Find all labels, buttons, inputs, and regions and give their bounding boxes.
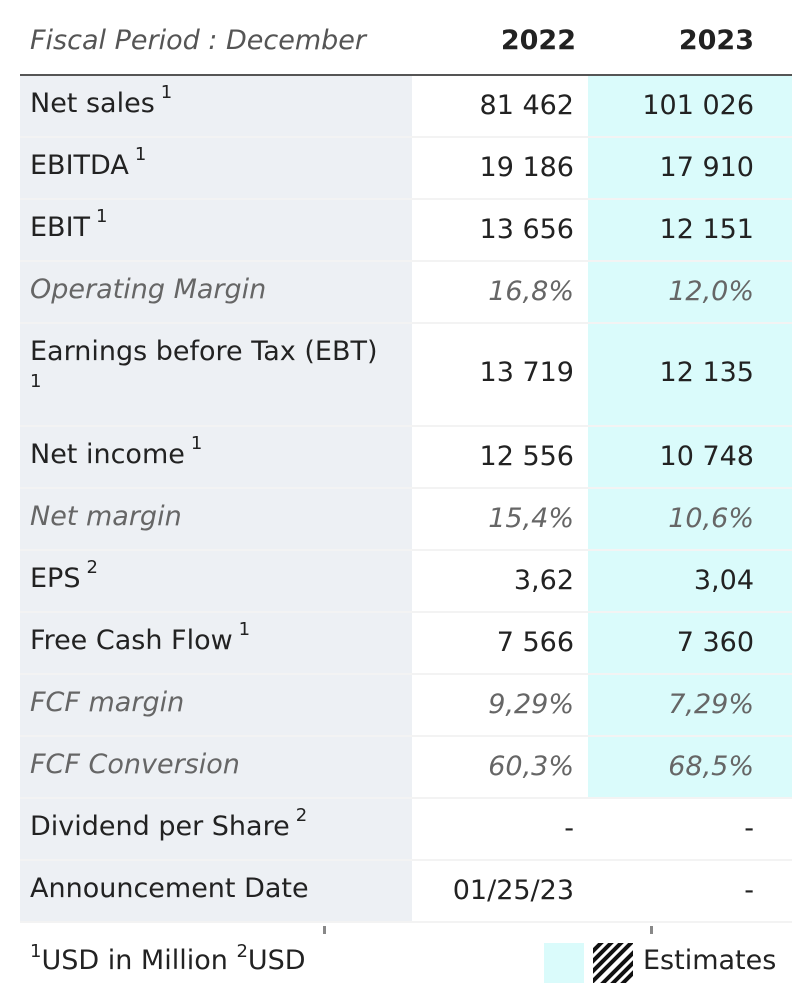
header-divider xyxy=(20,74,792,76)
value-2022: 12 556 xyxy=(479,441,574,472)
table-row-eps: EPS 2 3,62 3,04 xyxy=(20,551,792,613)
table-row-ebt: Earnings before Tax (EBT) 1 13 719 12 135 xyxy=(20,324,792,427)
fiscal-period-label: Fiscal Period : December xyxy=(30,25,366,56)
estimates-legend-label: Estimates xyxy=(643,945,777,976)
hatch-pattern-icon xyxy=(593,943,633,983)
table-row-operating-margin: Operating Margin 16,8% 12,0% xyxy=(20,262,792,324)
row-label: Free Cash Flow 1 xyxy=(30,619,251,656)
table-row-net-income: Net income 1 12 556 10 748 xyxy=(20,427,792,489)
value-2022: 81 462 xyxy=(479,90,574,121)
row-label: Earnings before Tax (EBT) 1 xyxy=(30,336,378,392)
table-footer: 1USD in Million 2USD Estimates xyxy=(0,935,810,1005)
value-2023: 68,5% xyxy=(668,751,754,782)
value-2023: 17 910 xyxy=(659,152,754,183)
value-2022: 13 719 xyxy=(479,357,574,388)
value-2023: 3,04 xyxy=(693,565,754,596)
value-2023: - xyxy=(744,813,754,844)
table-row-ebit: EBIT 1 13 656 12 151 xyxy=(20,200,792,262)
row-label: Net sales 1 xyxy=(30,82,173,119)
row-label: FCF Conversion xyxy=(30,749,240,780)
scroll-tick-left xyxy=(323,926,326,934)
value-2022: 7 566 xyxy=(496,627,574,658)
footnotes: 1USD in Million 2USD xyxy=(30,941,306,976)
table-row-dividend-per-share: Dividend per Share 2 - - xyxy=(20,799,792,861)
value-2023: - xyxy=(744,875,754,906)
value-2023: 12,0% xyxy=(668,276,754,307)
column-header-2022: 2022 xyxy=(500,25,576,56)
value-2022: 01/25/23 xyxy=(452,875,574,906)
value-2023: 101 026 xyxy=(642,90,754,121)
table-row-net-margin: Net margin 15,4% 10,6% xyxy=(20,489,792,551)
table-row-announcement-date: Announcement Date 01/25/23 - xyxy=(20,861,792,923)
scroll-tick-right xyxy=(650,926,653,934)
value-2022: 60,3% xyxy=(488,751,574,782)
value-2022: 15,4% xyxy=(488,503,574,534)
row-label: Operating Margin xyxy=(30,274,267,305)
row-label: EBITDA 1 xyxy=(30,144,147,181)
value-2022: 19 186 xyxy=(479,152,574,183)
value-2023: 7,29% xyxy=(668,689,754,720)
row-label: Net margin xyxy=(30,501,182,532)
row-label: Dividend per Share 2 xyxy=(30,805,308,842)
table-row-ebitda: EBITDA 1 19 186 17 910 xyxy=(20,138,792,200)
row-label: Net income 1 xyxy=(30,433,203,470)
column-header-2023: 2023 xyxy=(678,25,754,56)
table-row-fcf-margin: FCF margin 9,29% 7,29% xyxy=(20,675,792,737)
row-label: EPS 2 xyxy=(30,557,98,594)
value-2023: 12 135 xyxy=(659,357,754,388)
row-label: FCF margin xyxy=(30,687,185,718)
estimate-color-swatch xyxy=(544,943,584,983)
value-2022: 16,8% xyxy=(488,276,574,307)
value-2022: - xyxy=(564,813,574,844)
value-2023: 12 151 xyxy=(659,214,754,245)
value-2022: 9,29% xyxy=(488,689,574,720)
value-2022: 3,62 xyxy=(513,565,574,596)
table-row-fcf-conversion: FCF Conversion 60,3% 68,5% xyxy=(20,737,792,799)
value-2023: 10 748 xyxy=(659,441,754,472)
table-header: Fiscal Period : December 2022 2023 xyxy=(0,0,810,76)
financial-table: Net sales 1 81 462 101 026 EBITDA 1 19 186… xyxy=(20,76,792,923)
table-row-free-cash-flow: Free Cash Flow 1 7 566 7 360 xyxy=(20,613,792,675)
value-2023: 7 360 xyxy=(676,627,754,658)
value-2023: 10,6% xyxy=(668,503,754,534)
row-label: EBIT 1 xyxy=(30,206,108,243)
table-row-net-sales: Net sales 1 81 462 101 026 xyxy=(20,76,792,138)
value-2022: 13 656 xyxy=(479,214,574,245)
row-label: Announcement Date xyxy=(30,873,309,904)
